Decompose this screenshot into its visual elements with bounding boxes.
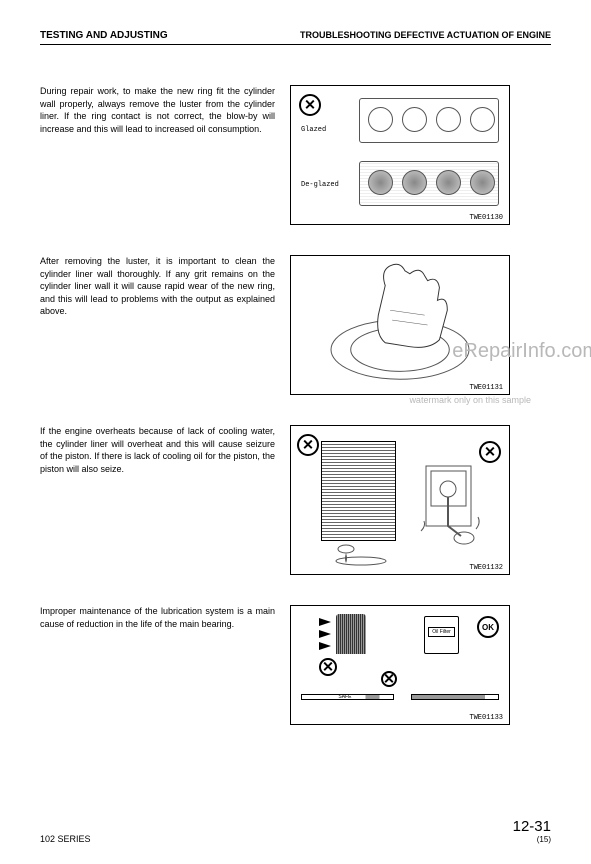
figure-overheat: TWE01132 (290, 425, 510, 575)
figure-glazed-liner: Glazed De-glazed TWE01130 (290, 85, 510, 225)
footer-page: 12-31 (15) (513, 818, 551, 844)
arrow-icon (319, 630, 331, 638)
label-glazed: Glazed (301, 126, 326, 134)
page-number: 12-31 (513, 818, 551, 835)
no-mark-icon (479, 441, 501, 463)
header-left: TESTING AND ADJUSTING (40, 30, 168, 41)
no-mark-icon (299, 94, 321, 121)
dirty-filter-drawing (336, 614, 366, 654)
paragraph-1: During repair work, to make the new ring… (40, 85, 290, 135)
section-clean-liner: After removing the luster, it is importa… (40, 255, 551, 395)
no-mark-icon (319, 658, 337, 681)
section-lubrication: Improper maintenance of the lubrication … (40, 605, 551, 725)
header-right: TROUBLESHOOTING DEFECTIVE ACTUATION OF E… (300, 30, 551, 41)
cylinder-deglazed-drawing (359, 161, 499, 206)
figure-id-2: TWE01131 (469, 384, 503, 392)
figure-lubrication: Oil Filter OK SAFE TWE01133 (290, 605, 510, 725)
paragraph-4: Improper maintenance of the lubrication … (40, 605, 290, 630)
figure-id-1: TWE01130 (469, 214, 503, 222)
section-overheat: If the engine overheats because of lack … (40, 425, 551, 575)
paragraph-3: If the engine overheats because of lack … (40, 425, 290, 475)
watermark-brand: eRepairInfo.com (452, 340, 591, 363)
no-mark-icon (381, 671, 397, 692)
section-ring-fit: During repair work, to make the new ring… (40, 85, 551, 225)
footer-series: 102 SERIES (40, 834, 91, 844)
cylinder-glazed-drawing (359, 98, 499, 143)
figure-id-4: TWE01133 (469, 714, 503, 722)
coolant-drip-drawing (321, 541, 401, 566)
dipstick-safe-label: SAFE (338, 694, 351, 700)
dipstick-left-drawing: SAFE (301, 694, 394, 706)
page-subnumber: (15) (513, 835, 551, 844)
piston-seizure-drawing (406, 441, 501, 551)
paragraph-2: After removing the luster, it is importa… (40, 255, 290, 318)
ok-mark-icon: OK (477, 616, 499, 638)
arrow-icon (319, 642, 331, 650)
hand-drawing (291, 256, 509, 394)
radiator-drawing (321, 441, 396, 541)
label-deglazed: De-glazed (301, 181, 339, 189)
figure-cleaning-hand: TWE01131 (290, 255, 510, 395)
oil-filter-label: Oil Filter (428, 627, 455, 637)
page-footer: 102 SERIES 12-31 (15) (40, 818, 551, 844)
page-header: TESTING AND ADJUSTING TROUBLESHOOTING DE… (40, 30, 551, 45)
no-mark-icon (297, 434, 319, 461)
figure-id-3: TWE01132 (469, 564, 503, 572)
watermark-note: watermark only on this sample (409, 395, 531, 405)
arrow-icon (319, 618, 331, 626)
dipstick-right-drawing (411, 694, 499, 706)
oil-filter-can-drawing: Oil Filter (424, 616, 459, 654)
